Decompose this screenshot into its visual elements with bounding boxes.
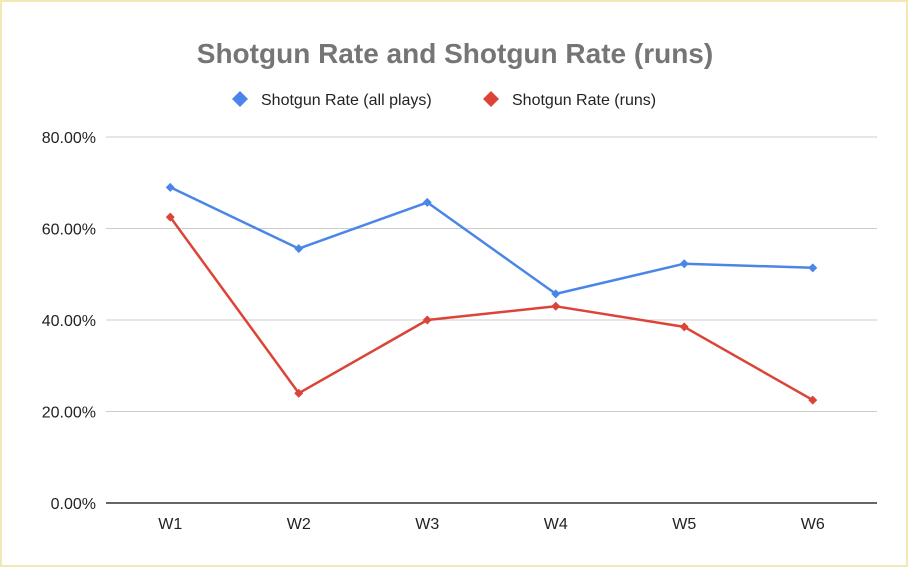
legend-item-runs[interactable]: Shotgun Rate (runs): [483, 91, 656, 109]
x-axis-tick-labels: W1 W2 W3 W4 W5 W6: [158, 516, 825, 533]
data-point-s1-w6[interactable]: [808, 395, 818, 405]
chart-title: Shotgun Rate and Shotgun Rate (runs): [197, 38, 713, 69]
data-point-s0-w6[interactable]: [808, 263, 818, 273]
data-point-s0-w5[interactable]: [679, 259, 689, 269]
data-point-s0-w3[interactable]: [422, 197, 432, 207]
series-lines: [169, 186, 815, 402]
x-tick-label-w1: W1: [158, 516, 182, 533]
y-tick-label-0: 0.00%: [51, 496, 96, 513]
data-point-s0-w1[interactable]: [165, 182, 175, 192]
x-tick-label-w2: W2: [287, 516, 311, 533]
y-tick-label-1: 20.00%: [42, 405, 96, 422]
x-tick-label-w3: W3: [415, 516, 439, 533]
y-axis-tick-labels: 0.00% 20.00% 40.00% 60.00% 80.00%: [42, 130, 96, 513]
y-tick-label-2: 40.00%: [42, 313, 96, 330]
data-point-s1-w1[interactable]: [165, 212, 175, 222]
data-point-s0-w4[interactable]: [551, 289, 561, 299]
data-point-s1-w2[interactable]: [294, 388, 304, 398]
legend-item-all-plays[interactable]: Shotgun Rate (all plays): [232, 91, 432, 109]
data-point-s1-w3[interactable]: [422, 315, 432, 325]
y-tick-label-3: 60.00%: [42, 222, 96, 239]
data-point-s1-w4[interactable]: [551, 301, 561, 311]
gridlines: [106, 136, 877, 412]
data-point-s1-w5[interactable]: [679, 322, 689, 332]
legend-label-runs: Shotgun Rate (runs): [512, 92, 656, 109]
x-tick-label-w5: W5: [672, 516, 696, 533]
y-tick-label-4: 80.00%: [42, 130, 96, 147]
legend: Shotgun Rate (all plays) Shotgun Rate (r…: [232, 91, 656, 109]
data-point-s0-w2[interactable]: [294, 244, 304, 254]
data-points: [165, 182, 818, 405]
series-line-1: [169, 215, 815, 402]
legend-marker-runs: [483, 91, 499, 107]
x-tick-label-w4: W4: [544, 516, 568, 533]
legend-marker-all-plays: [232, 91, 248, 107]
series-line-0: [169, 186, 815, 296]
legend-label-all-plays: Shotgun Rate (all plays): [261, 92, 432, 109]
x-tick-label-w6: W6: [801, 516, 825, 533]
